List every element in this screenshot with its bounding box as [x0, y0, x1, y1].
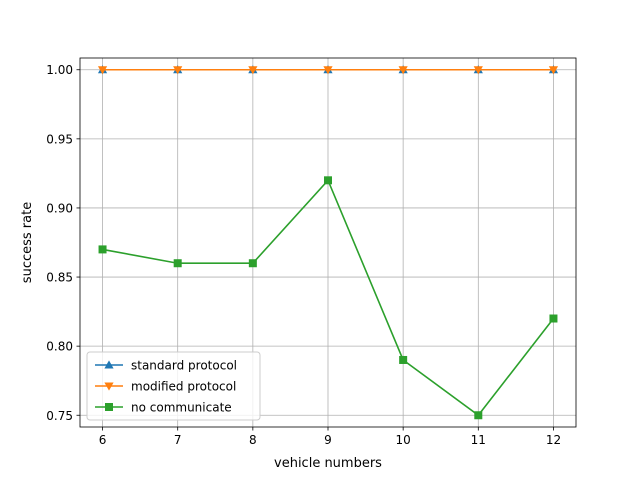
legend-label: modified protocol [131, 380, 236, 394]
y-tick-label: 0.80 [46, 340, 73, 354]
x-tick-label: 10 [396, 433, 411, 447]
data-point [248, 259, 257, 268]
series-no-communicate [98, 176, 558, 420]
legend-marker [105, 403, 113, 411]
y-tick-label: 0.85 [46, 271, 73, 285]
legend-label: standard protocol [131, 359, 237, 373]
data-point [473, 66, 483, 75]
data-point [97, 66, 108, 75]
y-tick-label: 0.90 [46, 201, 73, 215]
x-tick-label: 6 [99, 433, 107, 447]
legend-marker [104, 382, 114, 391]
data-point [398, 66, 408, 75]
data-point [474, 411, 483, 420]
data-point [173, 259, 182, 268]
x-axis-label: vehicle numbers [274, 456, 382, 471]
data-point [248, 66, 258, 75]
data-point [98, 245, 107, 254]
y-tick-label: 0.95 [46, 132, 73, 146]
data-point [323, 66, 333, 75]
x-tick-label: 7 [174, 433, 182, 447]
y-tick-label: 1.00 [46, 63, 73, 77]
x-tick-label: 9 [324, 433, 332, 447]
legend-label: no communicate [131, 401, 232, 415]
legend-box [86, 351, 261, 421]
y-tick-label: 0.75 [46, 409, 73, 423]
legend-marker [104, 360, 114, 369]
legend: standard protocol modified protocol no com… [86, 351, 261, 421]
data-point [549, 314, 558, 323]
y-axis-label: success rate [20, 202, 35, 283]
series-modified-protocol [97, 66, 559, 75]
axis-ticks: 6 7 8 9 10 11 12 0.75 0.80 0.85 0.90 0.95 1.00 [46, 63, 561, 447]
x-tick-label: 11 [471, 433, 486, 447]
series-layer [97, 65, 559, 420]
data-point [548, 66, 559, 75]
x-tick-label: 8 [249, 433, 257, 447]
data-point [399, 355, 408, 364]
x-tick-label: 12 [546, 433, 561, 447]
data-point [173, 66, 183, 75]
data-point [324, 176, 332, 185]
